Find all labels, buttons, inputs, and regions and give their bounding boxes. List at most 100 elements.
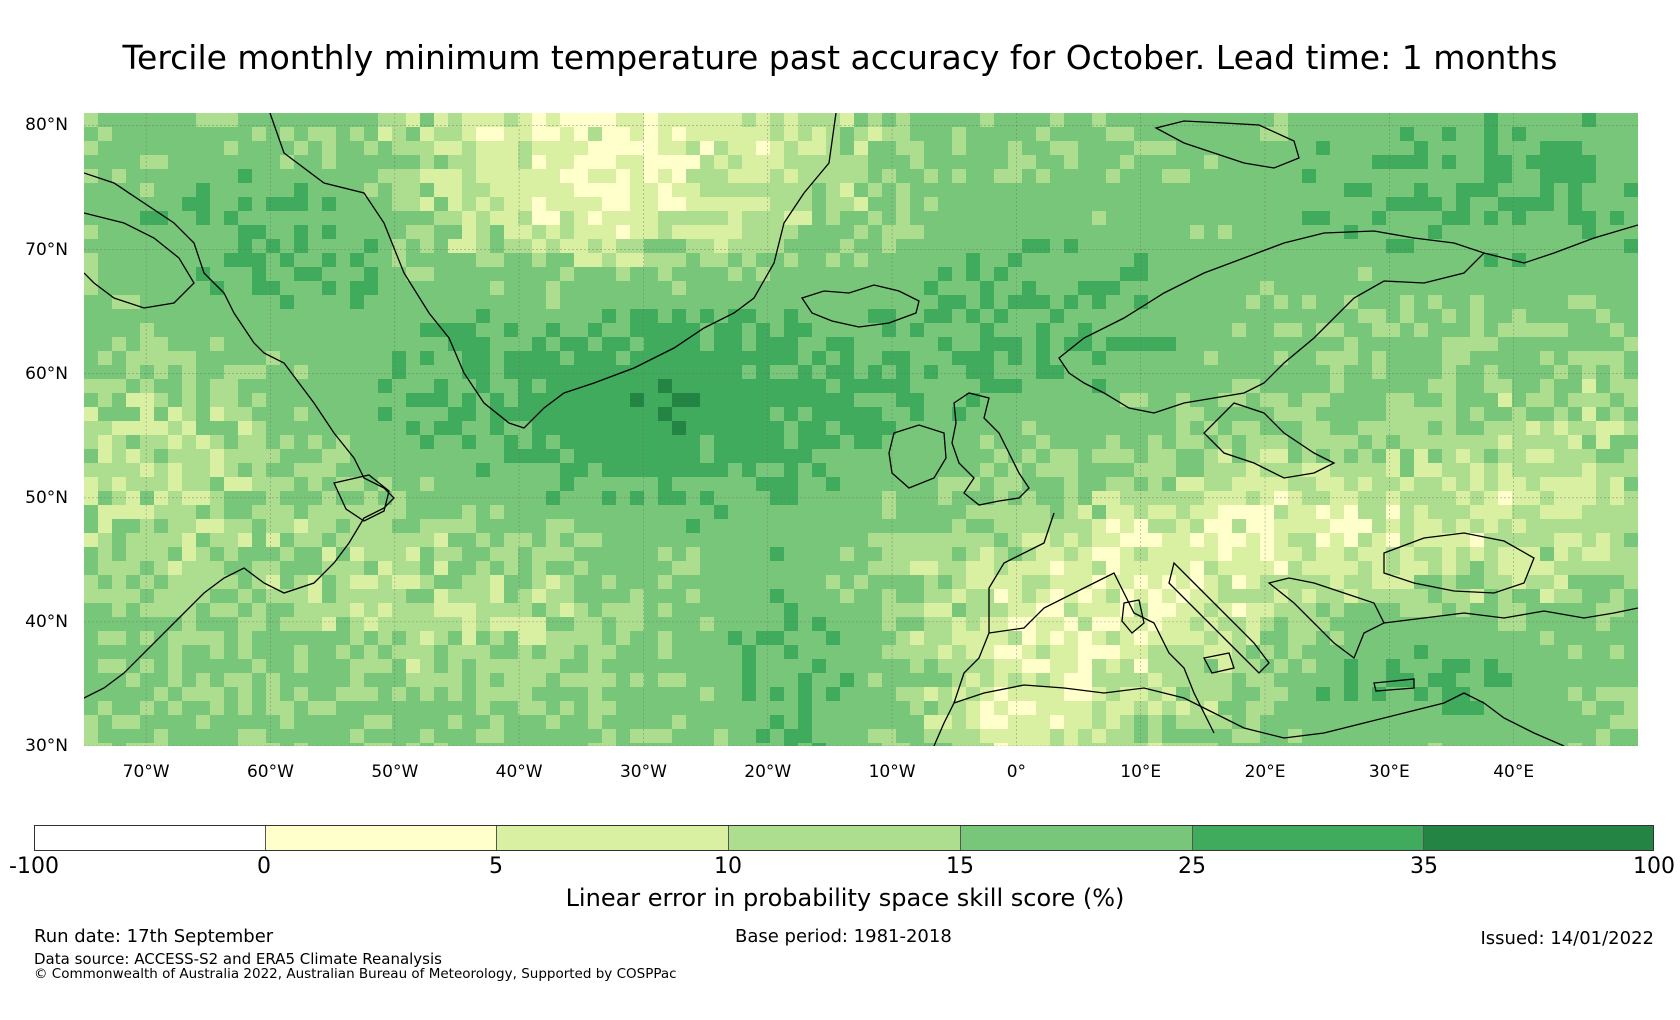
grid-cell xyxy=(1386,127,1401,142)
grid-cell xyxy=(280,225,295,240)
grid-cell xyxy=(630,659,645,674)
grid-cell xyxy=(1456,197,1471,212)
grid-cell xyxy=(966,533,981,548)
grid-cell xyxy=(224,239,239,254)
grid-cell xyxy=(826,211,841,226)
grid-cell xyxy=(1582,351,1597,366)
grid-cell xyxy=(294,323,309,338)
grid-cell xyxy=(350,169,365,184)
grid-cell xyxy=(1610,547,1625,562)
grid-cell xyxy=(1162,239,1177,254)
grid-cell xyxy=(966,561,981,576)
grid-cell xyxy=(1190,421,1205,436)
grid-cell xyxy=(1064,281,1079,296)
grid-cell xyxy=(518,127,533,142)
grid-cell xyxy=(896,169,911,184)
grid-cell xyxy=(840,631,855,646)
grid-cell xyxy=(448,477,463,492)
grid-cell xyxy=(742,687,757,702)
grid-cell xyxy=(1372,701,1387,716)
grid-cell xyxy=(798,701,813,716)
grid-cell xyxy=(924,141,939,156)
grid-cell xyxy=(1204,253,1219,268)
grid-cell xyxy=(1078,295,1093,310)
grid-cell xyxy=(742,645,757,660)
grid-cell xyxy=(1218,673,1233,688)
grid-cell xyxy=(1414,561,1429,576)
grid-cell xyxy=(1022,659,1037,674)
grid-cell xyxy=(714,323,729,338)
grid-cell xyxy=(1078,631,1093,646)
grid-cell xyxy=(686,239,701,254)
grid-cell xyxy=(1442,295,1457,310)
grid-cell xyxy=(1484,407,1499,422)
grid-cell xyxy=(1386,393,1401,408)
grid-cell xyxy=(98,589,113,604)
grid-cell xyxy=(616,407,631,422)
grid-cell xyxy=(616,323,631,338)
grid-cell xyxy=(910,309,925,324)
grid-cell xyxy=(462,379,477,394)
grid-cell xyxy=(476,603,491,618)
grid-cell xyxy=(672,435,687,450)
grid-cell xyxy=(882,631,897,646)
grid-cell xyxy=(1204,449,1219,464)
grid-cell xyxy=(1218,729,1233,744)
grid-cell xyxy=(1344,393,1359,408)
grid-cell xyxy=(1008,197,1023,212)
grid-cell xyxy=(308,421,323,436)
grid-cell xyxy=(1554,239,1569,254)
grid-cell xyxy=(1050,561,1065,576)
grid-cell xyxy=(1120,617,1135,632)
grid-cell xyxy=(126,421,141,436)
grid-cell xyxy=(1526,519,1541,534)
grid-cell xyxy=(350,183,365,198)
grid-cell xyxy=(546,631,561,646)
grid-cell xyxy=(168,589,183,604)
grid-cell xyxy=(798,659,813,674)
grid-cell xyxy=(490,533,505,548)
grid-cell xyxy=(322,505,337,520)
grid-cell xyxy=(266,309,281,324)
grid-cell xyxy=(1050,659,1065,674)
grid-cell xyxy=(434,519,449,534)
grid-cell xyxy=(1134,673,1149,688)
grid-cell xyxy=(1456,575,1471,590)
grid-cell xyxy=(1442,379,1457,394)
grid-cell xyxy=(658,491,673,506)
grid-cell xyxy=(560,281,575,296)
grid-cell xyxy=(84,379,99,394)
grid-cell xyxy=(840,449,855,464)
grid-cell xyxy=(1372,505,1387,520)
grid-cell xyxy=(98,267,113,282)
grid-cell xyxy=(294,239,309,254)
grid-cell xyxy=(1568,141,1583,156)
grid-cell xyxy=(1162,463,1177,478)
grid-cell xyxy=(616,155,631,170)
grid-cell xyxy=(1316,183,1331,198)
grid-cell xyxy=(210,183,225,198)
grid-cell xyxy=(1540,505,1555,520)
grid-cell xyxy=(1078,533,1093,548)
grid-cell xyxy=(350,617,365,632)
grid-cell xyxy=(84,239,99,254)
grid-cell xyxy=(1218,561,1233,576)
grid-cell xyxy=(1022,561,1037,576)
grid-cell xyxy=(728,113,743,128)
grid-cell xyxy=(1596,323,1611,338)
grid-cell xyxy=(826,561,841,576)
grid-cell xyxy=(224,547,239,562)
grid-cell xyxy=(560,449,575,464)
grid-cell xyxy=(1260,631,1275,646)
grid-cell xyxy=(1288,351,1303,366)
grid-cell xyxy=(1484,533,1499,548)
grid-cell xyxy=(406,449,421,464)
grid-cell xyxy=(1470,449,1485,464)
grid-cell xyxy=(1008,379,1023,394)
grid-cell xyxy=(1512,645,1527,660)
grid-cell xyxy=(490,659,505,674)
grid-cell xyxy=(588,281,603,296)
grid-cell xyxy=(1442,687,1457,702)
grid-cell xyxy=(1568,295,1583,310)
grid-cell xyxy=(1428,323,1443,338)
